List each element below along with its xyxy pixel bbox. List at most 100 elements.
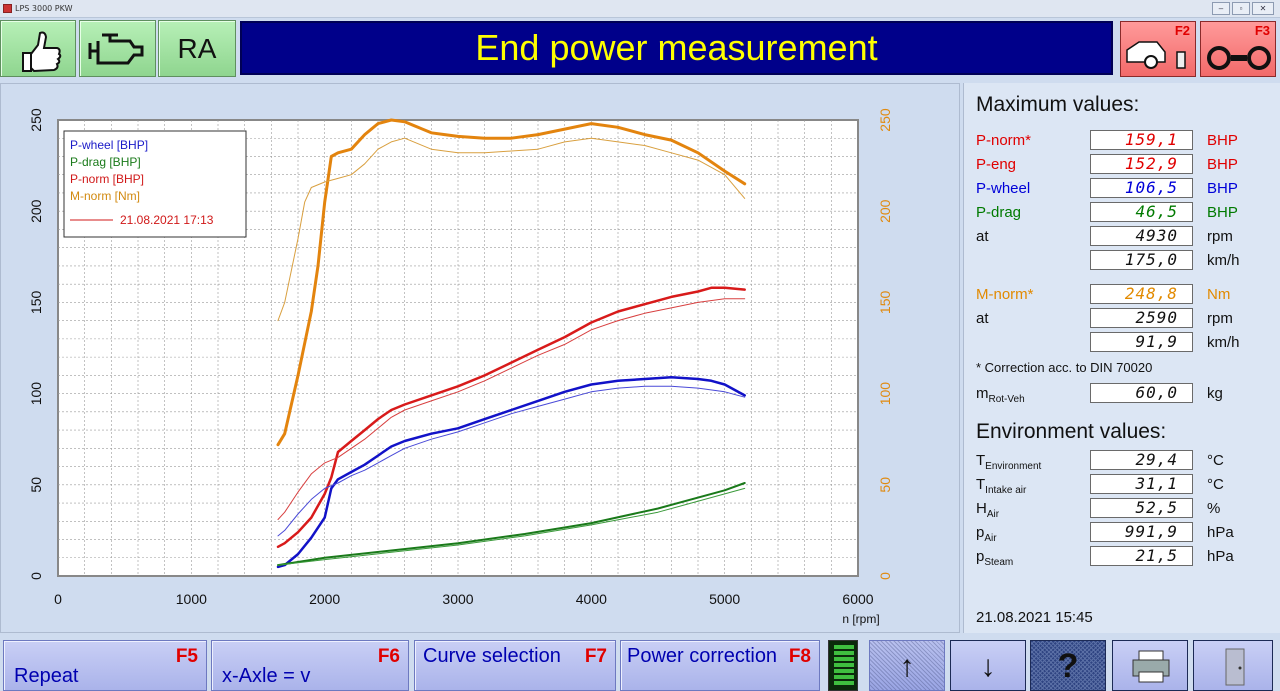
x-axle-label: x-Axle = v: [222, 665, 311, 687]
meter-segment: [834, 651, 854, 655]
ok-button[interactable]: [0, 20, 76, 77]
scroll-up-button[interactable]: ↑: [869, 640, 945, 691]
max-value-field: 46,5: [1090, 202, 1193, 222]
thumbs-up-icon: [22, 31, 62, 73]
environment-unit: hPa: [1207, 524, 1234, 541]
series-line-2: [276, 375, 746, 569]
legend-entry: P-wheel [BHP]: [70, 138, 148, 152]
environment-row: HAir 52,5%: [974, 498, 1274, 520]
environment-value: 29,4: [1090, 450, 1193, 470]
f3-key-label: F3: [1254, 23, 1270, 38]
repeat-button[interactable]: Repeat F5: [3, 640, 207, 691]
legend-entry: P-norm [BHP]: [70, 172, 144, 186]
max-value-field: 91,9: [1090, 332, 1193, 352]
arrow-up-icon: ↑: [899, 650, 915, 683]
environment-label: HAir: [976, 500, 1000, 520]
max-value-row: P-wheel 106,5 BHP: [974, 178, 1274, 200]
max-value-unit: BHP: [1207, 204, 1238, 221]
print-button[interactable]: [1112, 640, 1188, 691]
meter-segment: [834, 669, 854, 673]
environment-label: TEnvironment: [976, 452, 1042, 472]
environment-row: TEnvironment 29,4 °C: [974, 450, 1274, 472]
f6-key-label: F6: [377, 646, 400, 667]
mass-label: mRot-Veh: [976, 385, 1025, 405]
environment-unit: °C: [1207, 476, 1224, 493]
environment-value: 991,9: [1090, 522, 1193, 542]
car-wheel-icon: [1126, 41, 1186, 69]
curve-selection-label: Curve selection: [423, 645, 561, 667]
arrow-down-icon: ↓: [980, 650, 996, 683]
max-value-row: M-norm* 248,8 Nm: [974, 284, 1274, 306]
power-chart[interactable]: 0 1000 2000 3000 4000 5000 6000050100150200250…: [1, 84, 961, 634]
y-tick-label-right: 150: [877, 291, 893, 315]
environment-row: pAir 991,9 hPa: [974, 522, 1274, 544]
max-value-label: at: [976, 310, 989, 327]
signal-meter: [828, 640, 858, 691]
ra-button[interactable]: RA: [158, 20, 236, 77]
environment-label: TIntake air: [976, 476, 1027, 496]
x-tick-label: 3000: [442, 591, 473, 607]
max-value-unit: BHP: [1207, 180, 1238, 197]
y-tick-label-left: 50: [28, 477, 44, 493]
restore-icon[interactable]: ▫: [1232, 2, 1250, 15]
environment-row: TIntake air 31,1 °C: [974, 474, 1274, 496]
max-value-field: 152,9: [1090, 154, 1193, 174]
mass-unit: kg: [1207, 385, 1223, 402]
power-correction-label: Power correction: [627, 645, 778, 667]
x-axis-label: n [rpm]: [842, 612, 879, 626]
y-tick-label-left: 150: [28, 291, 44, 315]
environment-heading: Environment values:: [976, 420, 1167, 443]
y-tick-label-right: 200: [877, 199, 893, 223]
y-tick-label-right: 50: [877, 477, 893, 493]
exit-button[interactable]: [1193, 640, 1273, 691]
minimize-icon[interactable]: –: [1212, 2, 1230, 15]
max-value-label: at: [976, 228, 989, 245]
current-datetime: 21.08.2021 15:45: [976, 609, 1093, 626]
legend-entry: M-norm [Nm]: [70, 189, 140, 203]
max-value-field: 106,5: [1090, 178, 1193, 198]
environment-value: 52,5: [1090, 498, 1193, 518]
y-tick-label-right: 250: [877, 108, 893, 132]
engine-button[interactable]: [79, 20, 156, 77]
help-icon: ?: [1057, 647, 1079, 685]
x-tick-label: 6000: [842, 591, 873, 607]
series-line-6: [277, 385, 746, 537]
max-value-field: 159,1: [1090, 130, 1193, 150]
max-value-field: 175,0: [1090, 250, 1193, 270]
scroll-down-button[interactable]: ↓: [950, 640, 1026, 691]
x-axle-button[interactable]: x-Axle = v F6: [211, 640, 409, 691]
series-line-3: [277, 482, 746, 567]
x-tick-label: 2000: [309, 591, 340, 607]
environment-row: pSteam 21,5 hPa: [974, 546, 1274, 568]
power-correction-button[interactable]: Power correction F8: [620, 640, 820, 691]
max-value-label: P-eng: [976, 156, 1017, 173]
curve-selection-button[interactable]: Curve selection F7: [414, 640, 616, 691]
max-value-unit: km/h: [1207, 334, 1240, 351]
max-value-unit: BHP: [1207, 156, 1238, 173]
max-value-row: P-eng 152,9 BHP: [974, 154, 1274, 176]
door-icon: [1225, 648, 1245, 686]
x-tick-label: 1000: [176, 591, 207, 607]
meter-segment: [834, 657, 854, 661]
y-tick-label-left: 0: [28, 572, 44, 580]
window-controls: – ▫ ✕: [1212, 2, 1274, 15]
max-value-row: at 2590 rpm: [974, 308, 1274, 330]
f3-button[interactable]: F3: [1200, 21, 1276, 77]
f5-key-label: F5: [175, 646, 198, 667]
series-line-5: [277, 298, 746, 520]
max-values-heading: Maximum values:: [976, 93, 1140, 116]
rollers-icon: [1207, 46, 1271, 70]
f2-button[interactable]: F2: [1120, 21, 1196, 77]
max-value-label: P-wheel: [976, 180, 1031, 197]
chart-legend: P-wheel [BHP] P-drag [BHP] P-norm [BHP] M-n…: [63, 130, 247, 238]
close-icon[interactable]: ✕: [1252, 2, 1274, 15]
max-value-unit: km/h: [1207, 252, 1240, 269]
repeat-label: Repeat: [14, 665, 79, 687]
f2-key-label: F2: [1174, 23, 1190, 38]
legend-entry: P-drag [BHP]: [70, 155, 141, 169]
help-button[interactable]: ?: [1030, 640, 1106, 691]
correction-note: * Correction acc. to DIN 70020: [976, 360, 1153, 375]
max-value-row: 175,0 km/h: [974, 250, 1274, 272]
max-value-unit: rpm: [1207, 310, 1233, 327]
window-titlebar: LPS 3000 PKW – ▫ ✕: [0, 0, 1280, 18]
